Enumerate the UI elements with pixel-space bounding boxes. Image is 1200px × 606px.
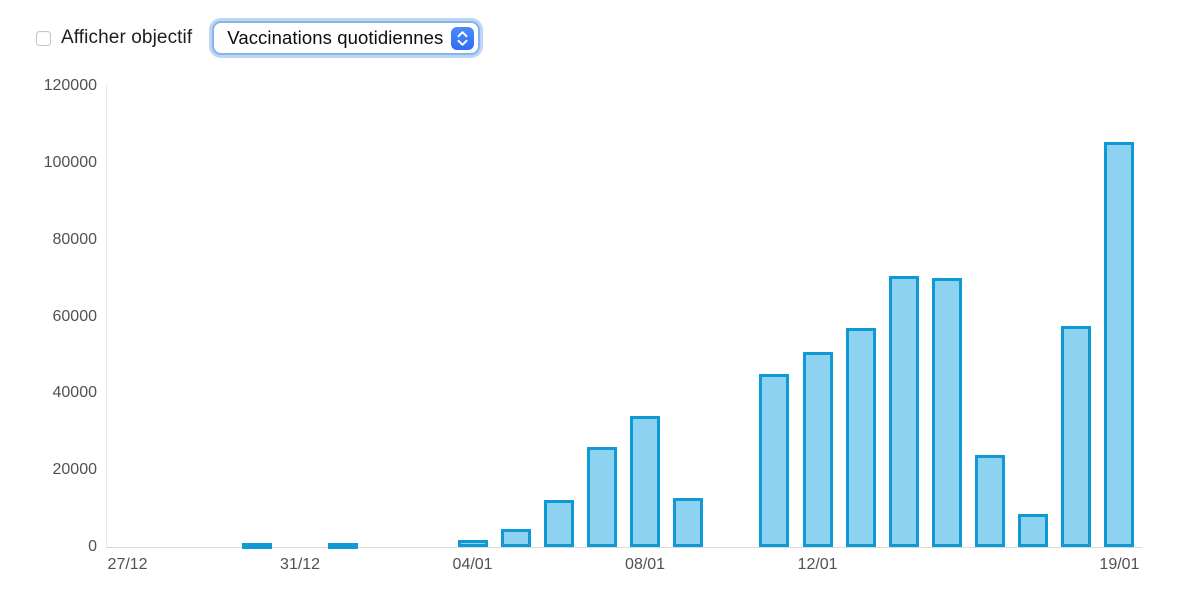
- x-tick-label: 04/01: [452, 556, 493, 573]
- metric-select-value: Vaccinations quotidiennes: [227, 27, 444, 48]
- x-tick-label: 31/12: [280, 556, 321, 573]
- bar-05-01: [500, 529, 531, 547]
- x-tick-label: 19/01: [1099, 556, 1140, 573]
- bar-06-01: [543, 500, 574, 547]
- afficher-objectif-checkbox[interactable]: [36, 30, 51, 46]
- y-tick-label: 20000: [52, 461, 98, 479]
- bar-17-01: [1018, 513, 1049, 547]
- bar-15-01: [931, 278, 962, 547]
- x-tick-label: 08/01: [625, 556, 666, 573]
- y-tick-label: 100000: [43, 153, 97, 171]
- bar-12-01: [802, 351, 833, 547]
- bar-04-01: [457, 540, 488, 547]
- y-tick-label: 120000: [43, 77, 97, 94]
- y-tick-label: 0: [88, 538, 97, 555]
- bar-18-01: [1061, 326, 1092, 547]
- y-tick-label: 40000: [52, 384, 98, 402]
- bar-07-01: [586, 447, 617, 547]
- bar-13-01: [845, 328, 876, 547]
- x-axis-line: [106, 547, 1142, 548]
- x-tick-label: 27/12: [107, 556, 148, 573]
- metric-select[interactable]: Vaccinations quotidiennes: [212, 21, 481, 55]
- bar-08-01: [630, 416, 661, 547]
- bar-14-01: [888, 276, 919, 547]
- bar-01-01: [328, 543, 359, 549]
- afficher-objectif-label: Afficher objectif: [61, 27, 193, 48]
- bar-16-01: [975, 455, 1006, 547]
- chart-controls: Afficher objectif Vaccinations quotidien…: [36, 14, 481, 62]
- bar-19-01: [1104, 141, 1135, 547]
- y-axis-line: [106, 85, 107, 547]
- bar-30-12: [241, 543, 272, 549]
- bar-11-01: [759, 374, 790, 547]
- bar-09-01: [673, 498, 704, 547]
- y-tick-label: 60000: [52, 307, 98, 325]
- select-chevrons-icon: [451, 26, 475, 50]
- x-tick-label: 12/01: [797, 556, 838, 573]
- y-tick-label: 80000: [52, 230, 98, 248]
